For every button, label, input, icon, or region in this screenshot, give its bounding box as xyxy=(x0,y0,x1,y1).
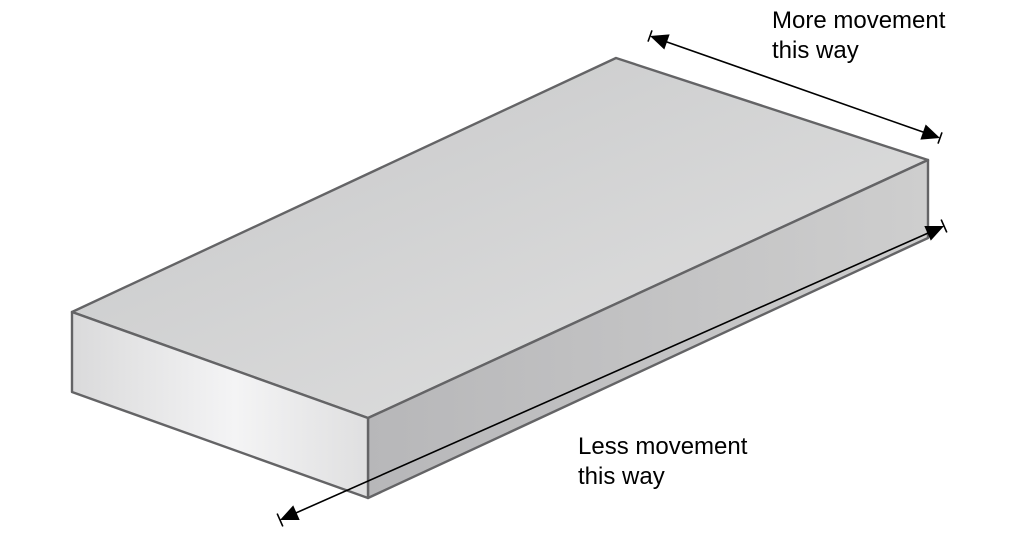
label-more-movement: More movement this way xyxy=(772,6,945,66)
label-less-movement: Less movement this way xyxy=(578,432,747,492)
label-less-line1: Less movement xyxy=(578,433,747,460)
label-more-line1: More movement xyxy=(772,7,945,34)
label-more-line2: this way xyxy=(772,37,859,64)
diagram-root: More movement this way Less movement thi… xyxy=(0,0,1019,536)
label-less-line2: this way xyxy=(578,463,665,490)
diagram-svg xyxy=(0,0,1019,536)
